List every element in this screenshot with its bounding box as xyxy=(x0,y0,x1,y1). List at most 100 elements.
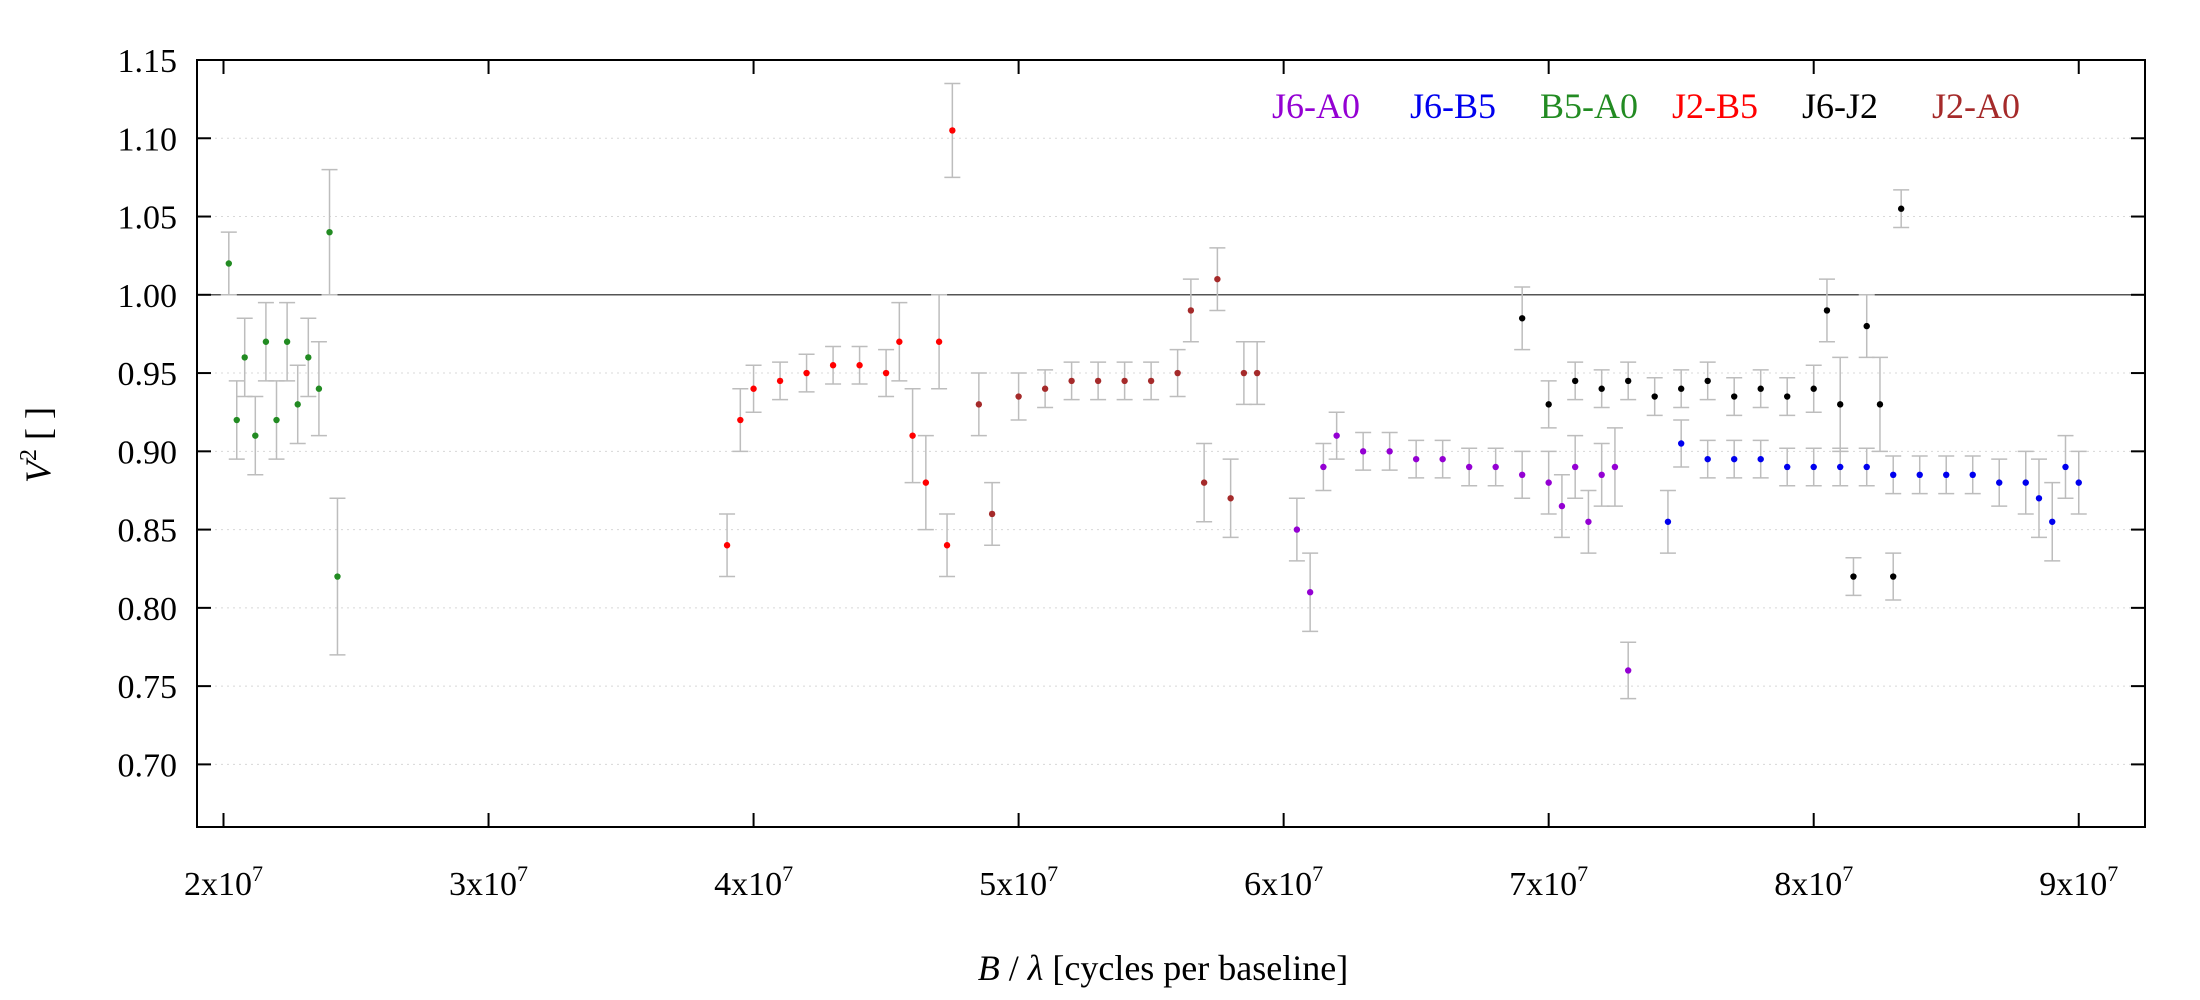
data-point xyxy=(1492,463,1499,471)
data-point xyxy=(262,338,270,345)
data-point xyxy=(252,432,259,439)
x-tick-label-exponent: 7 xyxy=(517,861,528,886)
x-tick-label: 2x107 xyxy=(184,861,263,903)
series-j6-j2 xyxy=(1514,189,1910,601)
data-point xyxy=(1810,463,1817,471)
legend-label-j6-b5: J6-B5 xyxy=(1410,86,1496,126)
data-point xyxy=(1996,479,2003,486)
data-point xyxy=(1240,369,1248,377)
data-point xyxy=(776,377,784,385)
data-point xyxy=(1704,455,1711,463)
x-tick-label-mantissa: 6x10 xyxy=(1244,866,1312,903)
x-tick-label: 9x107 xyxy=(2039,861,2118,903)
legend: J6-A0 J6-B5 B5-A0 J2-B5 J6-J2 J2-A0 xyxy=(1272,86,2020,126)
data-point xyxy=(1545,401,1552,408)
data-point xyxy=(1518,471,1526,479)
data-point xyxy=(1121,377,1128,385)
data-point xyxy=(1253,369,1261,377)
data-point xyxy=(1598,385,1605,392)
data-point xyxy=(305,354,312,361)
data-point xyxy=(1863,322,1870,330)
x-tick-label-mantissa: 4x10 xyxy=(714,866,782,903)
data-point xyxy=(1293,526,1301,533)
y-tick-label: 1.05 xyxy=(118,200,178,237)
data-point xyxy=(943,542,951,549)
legend-label-j2-b5: J2-B5 xyxy=(1672,86,1758,126)
series-j6-b5 xyxy=(1659,419,2087,562)
data-point xyxy=(737,416,744,424)
data-point xyxy=(1916,471,1923,479)
x-axis-title: B / λ [cycles per baseline] xyxy=(978,948,1348,988)
y-tick-label: 0.95 xyxy=(118,356,178,393)
data-point xyxy=(1850,573,1857,580)
data-point xyxy=(1214,275,1221,283)
data-point xyxy=(829,362,837,369)
data-point xyxy=(1333,432,1340,439)
data-point xyxy=(1837,401,1844,408)
axis-ticks: 0.70 0.75 0.80 0.85 0.90 0.95 1.00 1.05 1.10 1.15… xyxy=(118,43,2145,903)
data-point xyxy=(1969,471,1976,479)
x-tick-label-exponent: 7 xyxy=(1312,861,1323,886)
data-point xyxy=(1651,393,1658,400)
data-point xyxy=(1147,377,1155,385)
data-point xyxy=(1890,573,1897,580)
x-tick-label-exponent: 7 xyxy=(782,861,793,886)
x-axis-title-rest: [cycles per baseline] xyxy=(1043,948,1348,988)
data-point xyxy=(1412,455,1420,463)
x-tick-label: 6x107 xyxy=(1244,861,1323,903)
data-point xyxy=(273,416,280,424)
x-tick-label-mantissa: 9x10 xyxy=(2039,866,2107,903)
data-point xyxy=(935,338,943,345)
y-axis-title-rest: [ ] xyxy=(18,407,58,449)
x-tick-label-exponent: 7 xyxy=(252,861,263,886)
data-point xyxy=(750,385,757,392)
series-j2-b5 xyxy=(719,82,961,578)
data-point xyxy=(1386,448,1393,455)
data-point xyxy=(1571,377,1579,385)
data-point xyxy=(723,542,731,549)
data-point xyxy=(1757,455,1764,463)
series-j2-a0 xyxy=(970,247,1266,546)
data-point xyxy=(1465,463,1473,471)
data-point xyxy=(882,369,890,377)
data-point xyxy=(1611,463,1619,471)
data-point xyxy=(1558,502,1566,510)
data-point xyxy=(922,479,930,486)
y-tick-label: 1.10 xyxy=(118,121,178,158)
data-point xyxy=(2035,495,2043,502)
data-point xyxy=(2049,518,2056,525)
data-point xyxy=(1015,393,1022,400)
x-tick-label-mantissa: 7x10 xyxy=(1509,866,1577,903)
data-point xyxy=(909,432,916,439)
data-point xyxy=(896,338,903,345)
legend-label-j6-j2: J6-J2 xyxy=(1802,86,1878,126)
data-point xyxy=(1094,377,1102,385)
x-tick-label-exponent: 7 xyxy=(1842,861,1853,886)
data-point xyxy=(949,127,956,134)
data-point xyxy=(1677,440,1685,447)
x-tick-label-mantissa: 3x10 xyxy=(449,866,517,903)
data-point xyxy=(2062,463,2069,471)
y-axis-title-base: V xyxy=(18,457,58,483)
data-point xyxy=(1598,471,1605,479)
series-j6-a0 xyxy=(1288,411,1637,700)
data-point xyxy=(1174,369,1181,377)
data-point xyxy=(1863,463,1870,471)
data-point xyxy=(1730,393,1738,400)
data-point xyxy=(856,362,863,369)
data-point xyxy=(1320,463,1327,471)
x-axis-title-italic: B xyxy=(978,948,1000,988)
data-point xyxy=(988,510,996,518)
x-tick-label-exponent: 7 xyxy=(1577,861,1588,886)
data-point xyxy=(1704,377,1711,385)
series-b5-a0 xyxy=(220,168,346,656)
y-tick-label: 0.90 xyxy=(118,434,178,471)
x-axis-title-symbol: λ xyxy=(1027,948,1044,988)
y-tick-label: 0.85 xyxy=(118,513,178,550)
data-point xyxy=(1518,315,1526,322)
x-tick-label: 8x107 xyxy=(1774,861,1853,903)
data-point xyxy=(241,354,248,361)
data-point xyxy=(334,573,341,580)
data-point xyxy=(1041,385,1049,392)
